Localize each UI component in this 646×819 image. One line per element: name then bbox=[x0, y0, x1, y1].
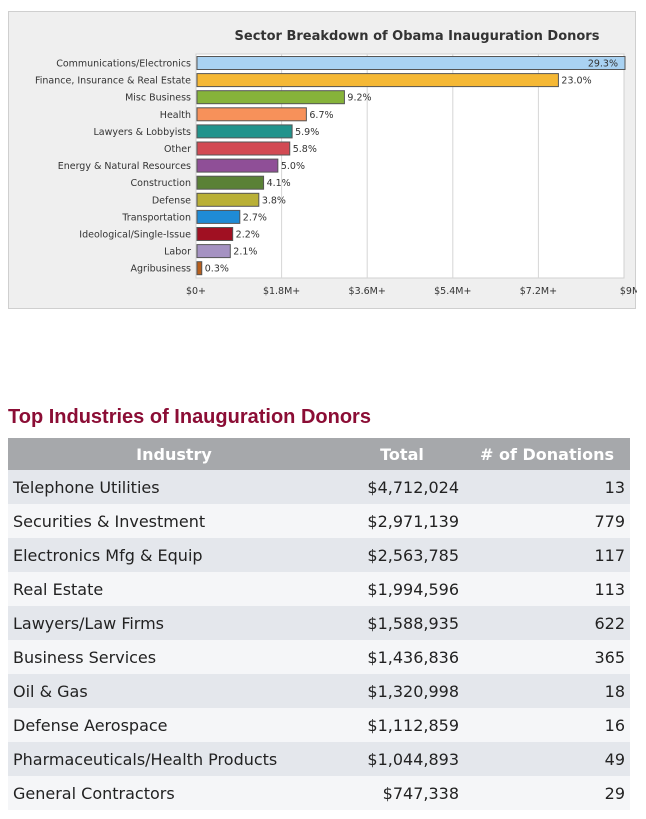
cell-industry: Pharmaceuticals/Health Products bbox=[8, 742, 340, 776]
data-label: 29.3% bbox=[588, 59, 618, 70]
column-header-total[interactable]: Total bbox=[340, 438, 464, 470]
category-label: Misc Business bbox=[125, 93, 191, 104]
data-label: 9.2% bbox=[347, 93, 371, 104]
column-header-donations[interactable]: # of Donations bbox=[464, 438, 630, 470]
cell-total: $1,112,859 bbox=[340, 708, 464, 742]
table-header-row: Industry Total # of Donations bbox=[8, 438, 630, 470]
chart-title: Sector Breakdown of Obama Inauguration D… bbox=[235, 29, 600, 44]
data-label: 0.3% bbox=[205, 264, 229, 275]
category-label: Defense bbox=[152, 195, 191, 206]
category-label: Ideological/Single-Issue bbox=[79, 230, 191, 241]
category-label: Communications/Electronics bbox=[56, 59, 191, 70]
cell-industry: Securities & Investment bbox=[8, 504, 340, 538]
cell-industry: Lawyers/Law Firms bbox=[8, 606, 340, 640]
cell-donations: 117 bbox=[464, 538, 630, 572]
table-row: Pharmaceuticals/Health Products $1,044,89… bbox=[8, 742, 630, 776]
table-row: Real Estate $1,994,596 113 bbox=[8, 572, 630, 606]
x-tick-label: $1.8M+ bbox=[263, 286, 300, 297]
cell-donations: 18 bbox=[464, 674, 630, 708]
bar[interactable] bbox=[196, 107, 307, 122]
cell-donations: 113 bbox=[464, 572, 630, 606]
table-row: Oil & Gas $1,320,998 18 bbox=[8, 674, 630, 708]
x-tick-label: $9M+ bbox=[620, 286, 637, 297]
bar[interactable] bbox=[196, 261, 203, 276]
data-label: 6.7% bbox=[309, 110, 333, 121]
category-label: Lawyers & Lobbyists bbox=[93, 127, 191, 138]
cell-donations: 13 bbox=[464, 470, 630, 504]
cell-donations: 622 bbox=[464, 606, 630, 640]
sector-chart-panel: Sector Breakdown of Obama Inauguration D… bbox=[8, 11, 637, 309]
cell-industry: Oil & Gas bbox=[8, 674, 340, 708]
bar[interactable] bbox=[196, 244, 231, 259]
data-label: 2.7% bbox=[243, 212, 267, 223]
bar[interactable] bbox=[196, 227, 234, 241]
cell-donations: 16 bbox=[464, 708, 630, 742]
category-label: Energy & Natural Resources bbox=[58, 161, 191, 172]
cell-donations: 779 bbox=[464, 504, 630, 538]
table-row: Defense Aerospace $1,112,859 16 bbox=[8, 708, 630, 742]
x-tick-label: $0+ bbox=[186, 286, 206, 297]
data-label: 4.1% bbox=[267, 178, 291, 189]
data-label: 5.9% bbox=[295, 127, 319, 138]
category-label: Agribusiness bbox=[131, 264, 192, 275]
cell-total: $4,712,024 bbox=[340, 470, 464, 504]
data-label: 2.2% bbox=[236, 230, 260, 241]
data-label: 2.1% bbox=[233, 247, 257, 258]
bar[interactable] bbox=[196, 56, 626, 70]
category-label: Construction bbox=[131, 178, 192, 189]
cell-industry: Electronics Mfg & Equip bbox=[8, 538, 340, 572]
bar[interactable] bbox=[196, 73, 559, 88]
cell-total: $747,338 bbox=[340, 776, 464, 810]
cell-industry: Defense Aerospace bbox=[8, 708, 340, 742]
data-label: 5.0% bbox=[281, 161, 305, 172]
bar[interactable] bbox=[196, 124, 293, 139]
cell-total: $1,436,836 bbox=[340, 640, 464, 674]
cell-donations: 365 bbox=[464, 640, 630, 674]
column-header-industry[interactable]: Industry bbox=[8, 438, 340, 470]
table-row: General Contractors $747,338 29 bbox=[8, 776, 630, 810]
cell-donations: 29 bbox=[464, 776, 630, 810]
data-label: 3.8% bbox=[262, 195, 286, 206]
table-body: Telephone Utilities $4,712,024 13 Securitie… bbox=[8, 470, 630, 810]
cell-total: $1,320,998 bbox=[340, 674, 464, 708]
category-label: Labor bbox=[164, 247, 191, 258]
cell-industry: General Contractors bbox=[8, 776, 340, 810]
table-row: Electronics Mfg & Equip $2,563,785 117 bbox=[8, 538, 630, 572]
bar[interactable] bbox=[196, 90, 345, 105]
bar[interactable] bbox=[196, 141, 291, 156]
category-label: Health bbox=[160, 110, 191, 121]
table-row: Securities & Investment $2,971,139 779 bbox=[8, 504, 630, 538]
bar[interactable] bbox=[196, 175, 265, 190]
sector-bar-chart: Sector Breakdown of Obama Inauguration D… bbox=[35, 29, 637, 297]
cell-donations: 49 bbox=[464, 742, 630, 776]
cell-total: $2,563,785 bbox=[340, 538, 464, 572]
data-label: 23.0% bbox=[561, 76, 591, 87]
top-industries-table: Industry Total # of Donations Telephone … bbox=[8, 438, 630, 810]
x-tick-label: $3.6M+ bbox=[349, 286, 386, 297]
table-row: Lawyers/Law Firms $1,588,935 622 bbox=[8, 606, 630, 640]
cell-total: $1,044,893 bbox=[340, 742, 464, 776]
cell-total: $2,971,139 bbox=[340, 504, 464, 538]
cell-total: $1,994,596 bbox=[340, 572, 464, 606]
chart-plot-area: $0+ $1.8M+ $3.6M+ $5.4M+ $7.2M+ $9M+ Communica… bbox=[35, 53, 637, 297]
table-title: Top Industries of Inauguration Donors bbox=[8, 406, 371, 428]
bar[interactable] bbox=[196, 209, 241, 224]
cell-industry: Real Estate bbox=[8, 572, 340, 606]
category-label: Finance, Insurance & Real Estate bbox=[35, 76, 191, 87]
cell-total: $1,588,935 bbox=[340, 606, 464, 640]
category-label: Transportation bbox=[121, 212, 191, 223]
table-row: Business Services $1,436,836 365 bbox=[8, 640, 630, 674]
x-tick-label: $5.4M+ bbox=[434, 286, 471, 297]
bar[interactable] bbox=[196, 158, 279, 173]
cell-industry: Telephone Utilities bbox=[8, 470, 340, 504]
table-row: Telephone Utilities $4,712,024 13 bbox=[8, 470, 630, 504]
x-tick-label: $7.2M+ bbox=[520, 286, 557, 297]
data-label: 5.8% bbox=[293, 144, 317, 155]
category-label: Other bbox=[164, 144, 191, 155]
cell-industry: Business Services bbox=[8, 640, 340, 674]
bar[interactable] bbox=[196, 192, 260, 207]
